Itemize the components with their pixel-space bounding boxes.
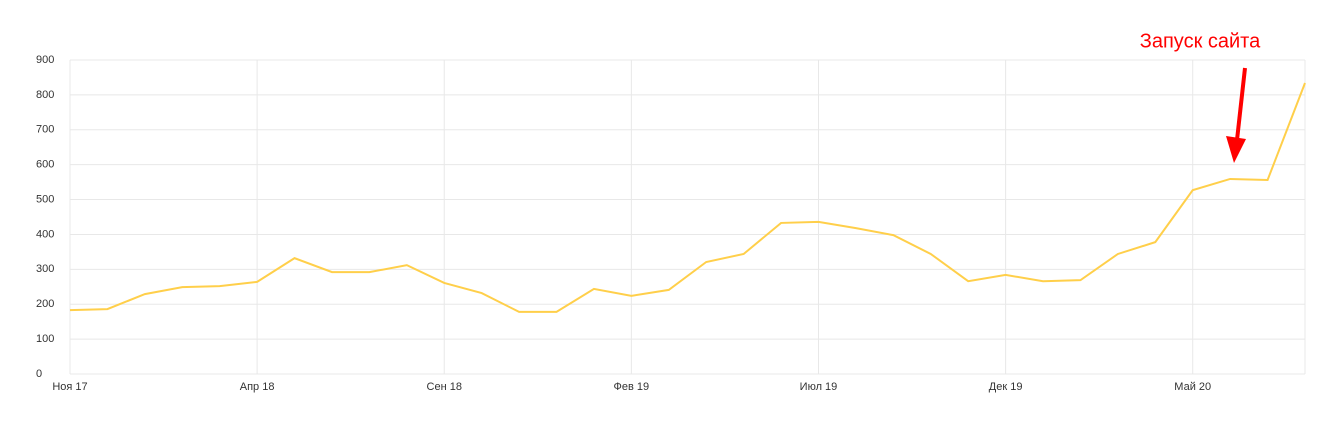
y-tick-label: 100 bbox=[36, 333, 54, 345]
x-tick-label: Май 20 bbox=[1174, 381, 1211, 393]
x-tick-label: Апр 18 bbox=[240, 381, 275, 393]
y-tick-label: 200 bbox=[36, 298, 54, 310]
y-tick-label: 600 bbox=[36, 159, 54, 171]
annotation: Запуск сайта bbox=[1140, 30, 1261, 52]
plot: 0 100 200 300 400 500 600 700 800 900 Ноя 17 Апр 18… bbox=[36, 54, 1306, 393]
x-tick-label: Дек 19 bbox=[989, 381, 1023, 393]
x-tick-label: Сен 18 bbox=[427, 381, 462, 393]
x-tick-label: Июл 19 bbox=[800, 381, 838, 393]
y-tick-label: 500 bbox=[36, 193, 54, 205]
y-tick-label: 300 bbox=[36, 263, 54, 275]
y-tick-label: 400 bbox=[36, 228, 54, 240]
y-tick-label: 700 bbox=[36, 124, 54, 136]
x-tick-label: Фев 19 bbox=[614, 381, 650, 393]
y-tick-label: 900 bbox=[36, 54, 54, 66]
x-tick-label: Ноя 17 bbox=[52, 381, 87, 393]
y-tick-label: 0 bbox=[36, 368, 42, 380]
y-tick-label: 800 bbox=[36, 89, 54, 101]
line bbox=[69, 82, 1306, 313]
annotation-arrow bbox=[1226, 67, 1247, 163]
